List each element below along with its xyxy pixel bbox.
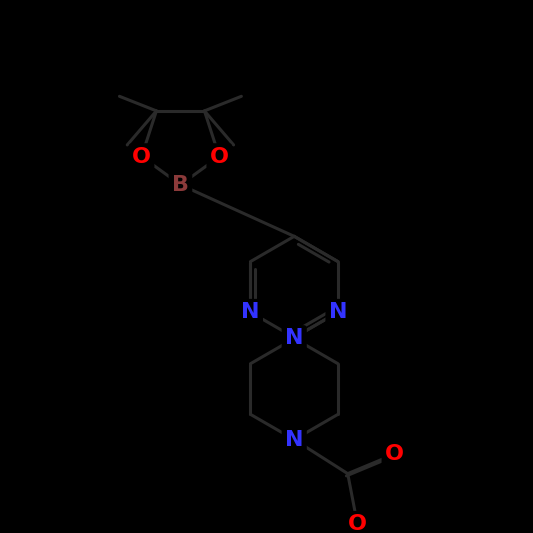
- Text: B: B: [172, 175, 189, 195]
- Text: N: N: [241, 302, 260, 322]
- Text: O: O: [210, 147, 229, 167]
- Text: N: N: [329, 302, 348, 322]
- Text: N: N: [285, 430, 303, 450]
- Text: O: O: [385, 444, 404, 464]
- Text: N: N: [285, 328, 303, 349]
- Text: O: O: [348, 514, 367, 533]
- Text: O: O: [132, 147, 151, 167]
